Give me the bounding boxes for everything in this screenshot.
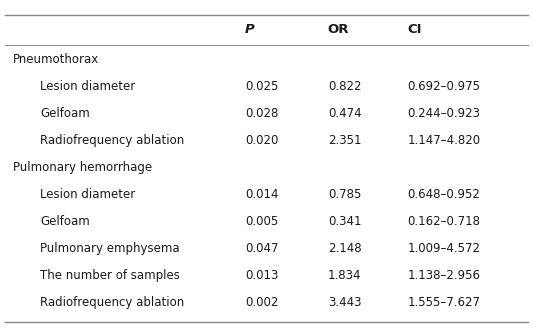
Text: 2.351: 2.351 bbox=[328, 134, 361, 147]
Text: Pneumothorax: Pneumothorax bbox=[13, 53, 100, 66]
Text: 0.162–0.718: 0.162–0.718 bbox=[408, 215, 481, 228]
Text: 0.002: 0.002 bbox=[245, 296, 279, 309]
Text: Radiofrequency ablation: Radiofrequency ablation bbox=[40, 134, 184, 147]
Text: CI: CI bbox=[408, 23, 422, 36]
Text: 0.020: 0.020 bbox=[245, 134, 279, 147]
Text: 1.147–4.820: 1.147–4.820 bbox=[408, 134, 481, 147]
Text: 1.138–2.956: 1.138–2.956 bbox=[408, 269, 481, 282]
Text: Radiofrequency ablation: Radiofrequency ablation bbox=[40, 296, 184, 309]
Text: 2.148: 2.148 bbox=[328, 242, 361, 255]
Text: 0.244–0.923: 0.244–0.923 bbox=[408, 107, 481, 120]
Text: 0.341: 0.341 bbox=[328, 215, 361, 228]
Text: Gelfoam: Gelfoam bbox=[40, 107, 90, 120]
Text: 0.047: 0.047 bbox=[245, 242, 279, 255]
Text: Lesion diameter: Lesion diameter bbox=[40, 188, 135, 201]
Text: OR: OR bbox=[328, 23, 349, 36]
Text: 0.692–0.975: 0.692–0.975 bbox=[408, 80, 481, 93]
Text: P: P bbox=[245, 23, 255, 36]
Text: 0.474: 0.474 bbox=[328, 107, 361, 120]
Text: Pulmonary hemorrhage: Pulmonary hemorrhage bbox=[13, 161, 152, 174]
Text: 0.014: 0.014 bbox=[245, 188, 279, 201]
Text: Pulmonary emphysema: Pulmonary emphysema bbox=[40, 242, 180, 255]
Text: 0.005: 0.005 bbox=[245, 215, 278, 228]
Text: 0.822: 0.822 bbox=[328, 80, 361, 93]
Text: 1.009–4.572: 1.009–4.572 bbox=[408, 242, 481, 255]
Text: 0.013: 0.013 bbox=[245, 269, 279, 282]
Text: 0.028: 0.028 bbox=[245, 107, 279, 120]
Text: 0.025: 0.025 bbox=[245, 80, 279, 93]
Text: 3.443: 3.443 bbox=[328, 296, 361, 309]
Text: The number of samples: The number of samples bbox=[40, 269, 180, 282]
Text: 1.834: 1.834 bbox=[328, 269, 361, 282]
Text: Gelfoam: Gelfoam bbox=[40, 215, 90, 228]
Text: Lesion diameter: Lesion diameter bbox=[40, 80, 135, 93]
Text: 1.555–7.627: 1.555–7.627 bbox=[408, 296, 481, 309]
Text: 0.785: 0.785 bbox=[328, 188, 361, 201]
Text: 0.648–0.952: 0.648–0.952 bbox=[408, 188, 481, 201]
